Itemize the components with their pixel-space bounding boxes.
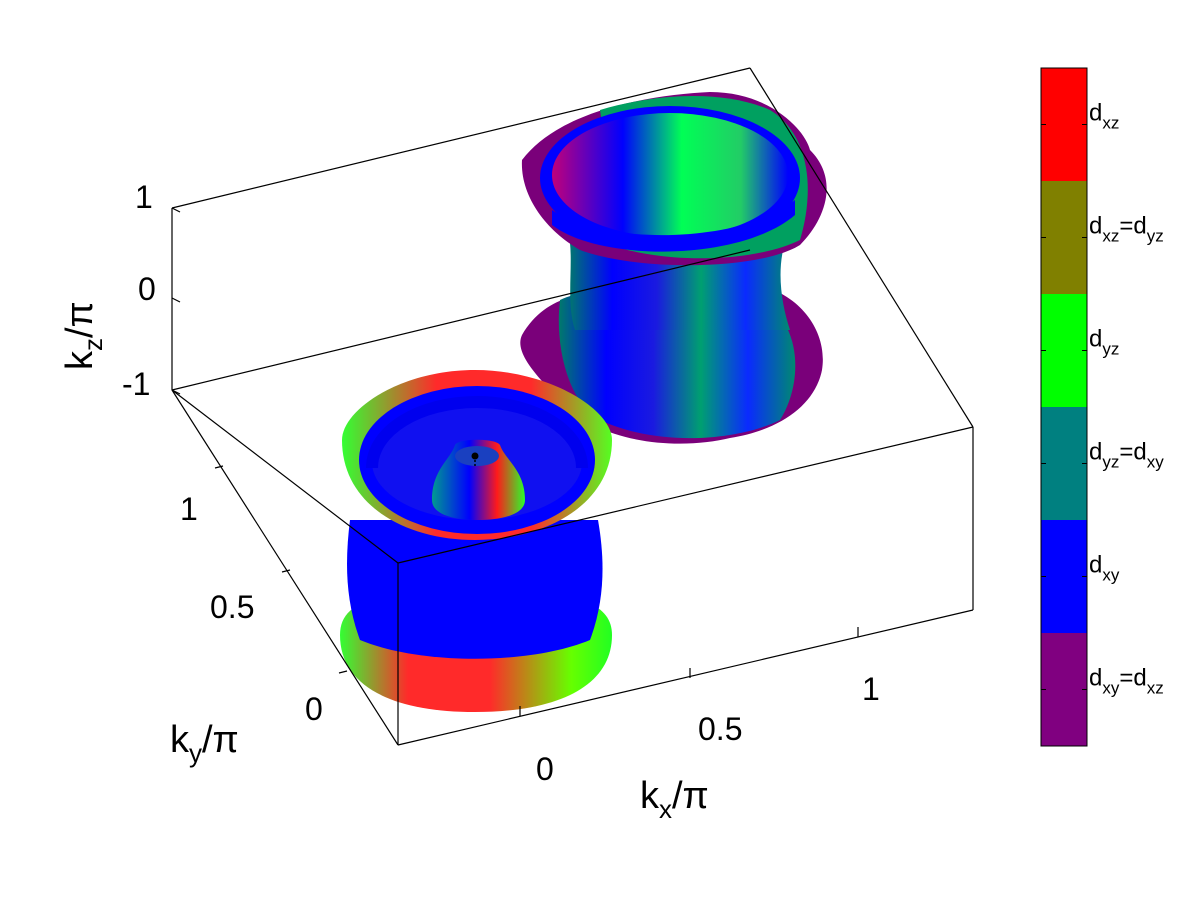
colorbar-label-3: dyz=dxy (1089, 439, 1164, 472)
z-tick-0: 0 (138, 271, 156, 307)
x-tick-1: 1 (862, 671, 880, 707)
colorbar-label-0: dxz (1089, 100, 1119, 133)
colorbar-segment-3 (1041, 407, 1087, 520)
colorbar: dxz dxz=dyz dyz dyz=dxy dxy dxy=dxz (1040, 67, 1164, 747)
y-axis-label: ky/π (170, 719, 239, 768)
surface-left-pocket (340, 370, 612, 712)
y-tick-0.5: 0.5 (210, 589, 254, 625)
z-axis-label: kz/π (59, 301, 108, 370)
colorbar-label-2: dyz (1089, 326, 1119, 359)
colorbar-label-5: dxy=dxz (1089, 665, 1164, 698)
colorbar-segment-2 (1041, 294, 1087, 407)
colorbar-label-1: dxz=dyz (1089, 213, 1164, 246)
y-tick-0: 0 (305, 691, 323, 727)
colorbar-segment-0 (1041, 68, 1087, 181)
tick-marks (171, 207, 859, 716)
z-tick-neg1: -1 (122, 366, 150, 402)
colorbar-frame (1040, 67, 1088, 747)
x-tick-0: 0 (536, 751, 554, 787)
colorbar-segment-5 (1041, 633, 1087, 746)
axes-box (171, 67, 974, 746)
surface-right-pocket (520, 92, 827, 444)
colorbar-segment-1 (1041, 181, 1087, 294)
x-axis-label: kx/π (640, 775, 709, 824)
y-tick-1: 1 (180, 491, 198, 527)
x-tick-0.5: 0.5 (698, 711, 742, 747)
colorbar-segment-4 (1041, 520, 1087, 633)
colorbar-label-4: dxy (1089, 552, 1120, 585)
z-tick-1: 1 (135, 179, 153, 215)
